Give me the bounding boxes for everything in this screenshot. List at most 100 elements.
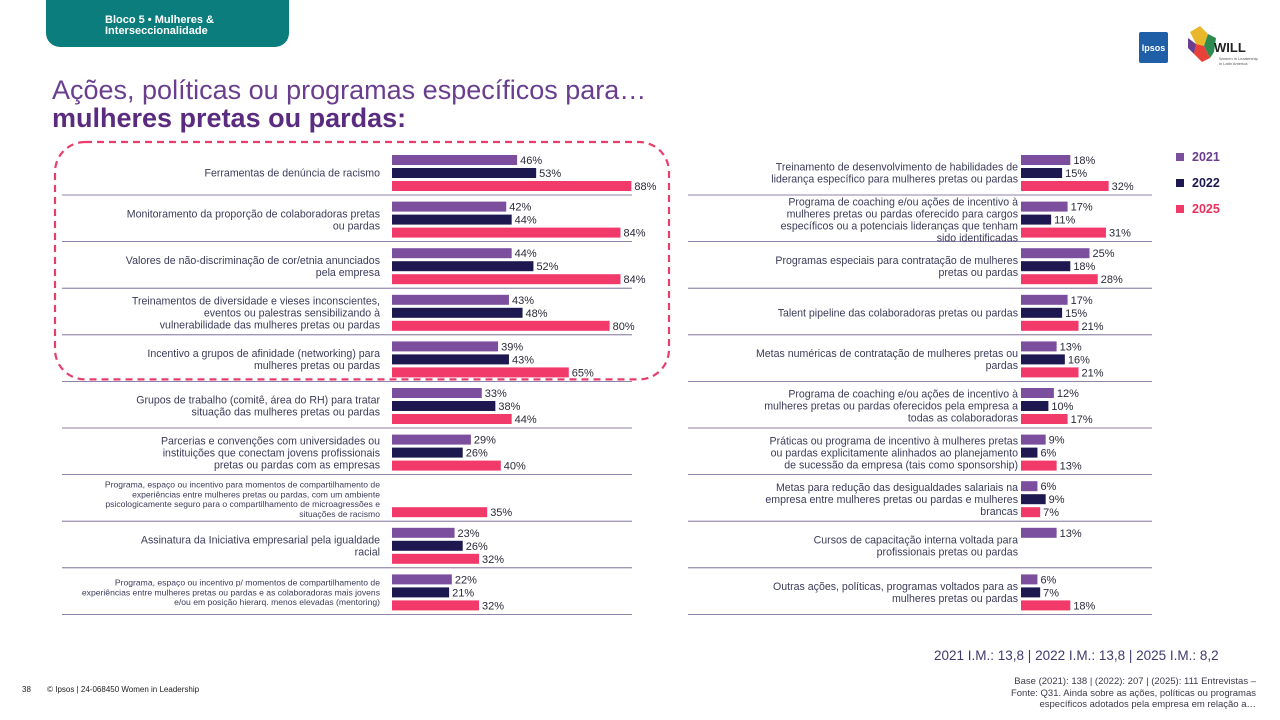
- data-label-left-1-2022: 44%: [515, 215, 537, 227]
- footer: 38 © Ipsos | 24-068450 Women in Leadersh…: [22, 685, 199, 694]
- page-title-line2: mulheres pretas ou pardas:: [52, 103, 407, 133]
- data-label-right-4-2025: 21%: [1082, 367, 1104, 379]
- bar-left-2-2022: [392, 261, 534, 272]
- data-label-right-3-2022: 15%: [1065, 308, 1087, 320]
- category-label-right-0: Treinamento de desenvolvimento de habili…: [771, 162, 1018, 186]
- category-label-left-6: Parcerias e convenções com universidades…: [161, 435, 380, 471]
- data-label-left-9-2022: 21%: [452, 587, 474, 599]
- category-label-right-2: Programas especiais para contratação de …: [775, 255, 1018, 279]
- data-label-left-3-2022: 48%: [526, 308, 548, 320]
- bar-left-0-2025: [392, 181, 632, 191]
- category-label-left-5: Grupos de trabalho (comitê, área do RH) …: [136, 395, 380, 419]
- will-logo-graphic: [1188, 26, 1216, 62]
- bar-right-5-2022: [1021, 401, 1049, 411]
- data-label-left-2-2022: 52%: [536, 261, 558, 273]
- bar-right-3-2025: [1021, 320, 1079, 331]
- bar-right-7-2022: [1021, 494, 1046, 505]
- bar-right-7-2025: [1021, 507, 1041, 518]
- data-label-left-5-2025: 44%: [515, 414, 537, 426]
- data-label-right-1-2025: 31%: [1109, 228, 1131, 240]
- data-label-left-3-2025: 80%: [613, 321, 635, 333]
- data-label-right-4-2021: 13%: [1060, 341, 1082, 353]
- data-label-left-4-2025: 65%: [572, 367, 594, 379]
- data-label-left-5-2021: 33%: [485, 388, 507, 400]
- bar-right-9-2021: [1021, 574, 1038, 585]
- data-label-right-4-2022: 16%: [1068, 354, 1090, 366]
- bar-right-4-2022: [1021, 354, 1065, 365]
- data-label-right-6-2021: 9%: [1049, 435, 1065, 447]
- bar-left-5-2021: [392, 388, 482, 398]
- copyright: © Ipsos | 24-068450 Women in Leadership: [47, 685, 200, 694]
- base-note-line3: específicos adotados pela empresa em rel…: [1039, 699, 1256, 710]
- data-label-right-5-2022: 10%: [1051, 401, 1073, 413]
- page-title-line1: Ações, políticas ou programas específico…: [52, 75, 647, 105]
- legend-item-2021: 2021: [1176, 144, 1220, 170]
- data-label-left-1-2021: 42%: [509, 202, 531, 214]
- bar-left-2-2021: [392, 248, 512, 259]
- data-label-right-9-2025: 18%: [1073, 600, 1095, 612]
- bar-right-6-2025: [1021, 460, 1057, 471]
- bar-right-5-2021: [1021, 388, 1054, 398]
- category-label-left-9: Programa, espaço ou incentivo p/ momento…: [82, 578, 380, 608]
- category-label-right-4: Metas numéricas de contratação de mulher…: [756, 348, 1018, 372]
- bar-right-0-2022: [1021, 168, 1063, 178]
- category-label-right-8: Cursos de capacitação interna voltada pa…: [814, 535, 1018, 559]
- bar-left-3-2022: [392, 307, 523, 318]
- base-note-line2: Fonte: Q31. Ainda sobre as ações, políti…: [1010, 687, 1256, 699]
- legend-item-2025: 2025: [1176, 196, 1220, 222]
- data-label-left-6-2021: 29%: [474, 435, 496, 447]
- data-label-right-5-2025: 17%: [1071, 414, 1093, 426]
- data-label-right-1-2021: 17%: [1071, 202, 1093, 214]
- section-tab-line1: Bloco 5 • Mulheres &: [105, 14, 214, 26]
- data-label-right-5-2021: 12%: [1057, 388, 1079, 400]
- bar-left-8-2021: [392, 527, 455, 538]
- bar-left-0-2022: [392, 168, 537, 178]
- highlight-outline: [53, 140, 671, 381]
- bar-right-6-2021: [1021, 434, 1046, 445]
- data-label-right-9-2022: 7%: [1043, 587, 1059, 599]
- base-note: Base (2021): 138 | (2022): 207 | (2025):…: [936, 676, 1256, 711]
- will-logo-text: WILL: [1214, 40, 1246, 55]
- bar-right-4-2025: [1021, 367, 1079, 378]
- bar-right-3-2021: [1021, 294, 1068, 305]
- category-label-left-2: Valores de não-discriminação de cor/etni…: [126, 255, 380, 279]
- bar-left-9-2022: [392, 587, 450, 598]
- bar-right-2-2022: [1021, 261, 1071, 272]
- legend-item-2022: 2022: [1176, 170, 1220, 196]
- category-label-right-3: Talent pipeline das colaboradoras pretas…: [778, 308, 1018, 320]
- data-label-left-2-2021: 44%: [515, 248, 537, 260]
- bar-right-0-2025: [1021, 181, 1109, 191]
- data-label-right-3-2021: 17%: [1071, 295, 1093, 307]
- category-label-left-4: Incentivo a grupos de afinidade (network…: [147, 348, 380, 372]
- legend-swatch-2021: [1176, 153, 1184, 161]
- legend-swatch-2025: [1176, 205, 1184, 213]
- data-label-right-2-2025: 28%: [1101, 274, 1123, 286]
- bar-left-9-2021: [392, 574, 452, 585]
- data-label-left-3-2021: 43%: [512, 295, 534, 307]
- data-label-right-8-2021: 13%: [1060, 528, 1082, 540]
- data-label-left-5-2022: 38%: [498, 401, 520, 413]
- bar-right-1-2022: [1021, 214, 1052, 225]
- mean-indices: 2021 I.M.: 13,8 | 2022 I.M.: 13,8 | 2025…: [934, 648, 1219, 663]
- bar-left-0-2021: [392, 155, 518, 165]
- bar-right-0-2021: [1021, 155, 1071, 165]
- data-label-left-4-2022: 43%: [512, 354, 534, 366]
- category-label-left-0: Ferramentas de denúncia de racismo: [205, 168, 381, 180]
- bar-left-8-2025: [392, 553, 480, 564]
- base-note-line1: Base (2021): 138 | (2022): 207 | (2025):…: [1014, 676, 1256, 687]
- bar-right-9-2025: [1021, 600, 1071, 611]
- legend: 2021 2022 2025: [1176, 144, 1220, 222]
- bar-left-7-2025: [392, 507, 488, 518]
- bar-left-3-2025: [392, 320, 610, 331]
- category-label-left-3: Treinamentos de diversidade e vieses inc…: [132, 296, 380, 332]
- bar-left-2-2025: [392, 274, 621, 285]
- bar-left-6-2022: [392, 447, 463, 458]
- data-label-left-9-2021: 22%: [455, 574, 477, 586]
- bar-right-8-2021: [1021, 527, 1057, 538]
- bar-left-6-2025: [392, 460, 501, 471]
- category-label-right-9: Outras ações, políticas, programas volta…: [773, 581, 1018, 605]
- data-label-left-6-2022: 26%: [466, 448, 488, 460]
- bar-left-8-2022: [392, 540, 463, 551]
- data-label-left-6-2025: 40%: [504, 461, 526, 473]
